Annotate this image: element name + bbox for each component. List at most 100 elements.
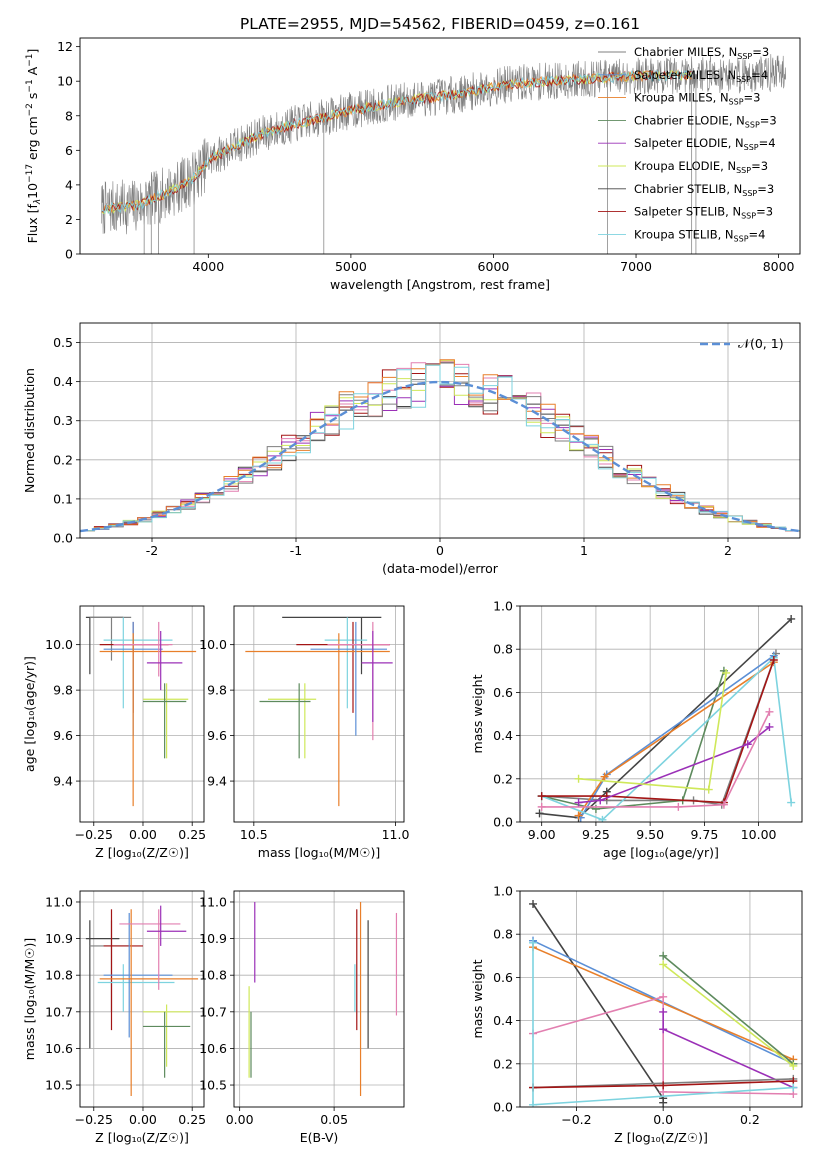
series-marker — [659, 1098, 668, 1107]
y-tick-label: 9.4 — [53, 774, 73, 789]
x-tick-label: 7000 — [620, 259, 652, 274]
series-marker — [674, 802, 683, 811]
series-marker — [574, 811, 583, 820]
series-line — [532, 995, 794, 1095]
panel-mass-vs-ebv: 0.00 0.05 10.5 10.6 10.7 10.8 10.9 11.0 E(B-V) — [199, 890, 405, 1145]
series-marker — [598, 815, 607, 822]
y-tick-label: 0.2 — [493, 771, 513, 786]
series-marker — [704, 785, 713, 794]
y-tick-label: 0.0 — [53, 531, 73, 546]
x-tick-label: 4000 — [192, 259, 224, 274]
x-axis-label: Z [log₁₀(Z/Z☉)] — [95, 845, 189, 860]
legend-entry: Salpeter STELIB, NSSP=3 — [634, 205, 773, 221]
series-line — [539, 618, 792, 819]
x-tick-label: −0.25 — [75, 827, 113, 842]
x-axis-label: age [log₁₀(age/yr)] — [603, 845, 719, 860]
plot-area — [80, 359, 800, 533]
y-tick-label: 6 — [65, 143, 73, 158]
series-marker — [719, 800, 728, 809]
y-tick-label: 10.0 — [45, 637, 73, 652]
plot-area — [101, 54, 786, 254]
x-tick-label: 0.2 — [740, 1112, 760, 1127]
series-marker — [537, 802, 546, 811]
y-tick-label: 0.8 — [493, 927, 513, 942]
series-marker — [529, 1100, 538, 1107]
series-line — [541, 659, 775, 804]
series-marker — [743, 740, 752, 749]
y-axis-label: mass weight — [470, 674, 485, 753]
axes-frame — [79, 605, 205, 823]
plot-area — [85, 616, 197, 807]
panel-mass-weight-vs-age: 9.00 9.25 9.50 9.75 10.00 0.0 0.2 0.4 0.6 0.8 1.0 a… — [470, 599, 803, 860]
x-axis-label: (data-model)/error — [382, 561, 499, 576]
x-tick-label: 0.00 — [129, 827, 157, 842]
y-tick-label: 10.7 — [45, 1004, 73, 1019]
y-tick-label: 9.8 — [53, 683, 73, 698]
legend: Chabrier MILES, NSSP=3 Salpeter MILES, NS… — [598, 45, 777, 243]
y-tick-label: 1.0 — [493, 599, 513, 614]
normal-curve — [80, 380, 800, 533]
x-tick-label: 9.75 — [690, 827, 718, 842]
plot-area — [85, 905, 199, 1097]
grid — [80, 891, 204, 1107]
x-tick-label: −0.2 — [561, 1112, 591, 1127]
axes-frame — [79, 322, 801, 539]
y-tick-label: 9.6 — [207, 728, 227, 743]
series-marker — [659, 1081, 668, 1090]
x-tick-label: 9.25 — [582, 827, 610, 842]
axes-frame — [79, 37, 801, 255]
grid — [520, 605, 802, 823]
x-tick-label: 0.00 — [129, 1112, 157, 1127]
series-marker — [659, 992, 668, 1001]
legend-entry: Salpeter ELODIE, NSSP=4 — [634, 136, 776, 152]
x-tick-label: 0.25 — [178, 827, 206, 842]
x-axis-label: mass [log₁₀(M/M☉)] — [258, 845, 380, 860]
x-tick-label: 5000 — [335, 259, 367, 274]
y-tick-label: 10.5 — [199, 1078, 227, 1093]
axes-frame — [519, 605, 803, 823]
panel-spectrum: 4000 5000 6000 7000 8000 0 2 4 6 8 10 12 wavelength … — [25, 37, 801, 292]
series-line — [541, 670, 725, 810]
y-tick-label: 0.4 — [53, 374, 73, 389]
y-tick-label: 0.6 — [493, 685, 513, 700]
series-marker — [787, 798, 796, 807]
series-marker — [659, 1025, 668, 1034]
series-line — [662, 963, 794, 1067]
series-marker — [789, 1083, 798, 1092]
axes-frame — [79, 890, 205, 1108]
axes-frame — [519, 890, 803, 1108]
y-axis-label: Normed distribution — [22, 368, 37, 493]
x-tick-label: −0.25 — [75, 1112, 113, 1127]
figure-title: PLATE=2955, MJD=54562, FIBERID=0459, z=0… — [240, 15, 640, 33]
series-line — [541, 653, 777, 806]
x-axis-label: Z [log₁₀(Z/Z☉)] — [614, 1130, 708, 1145]
x-tick-label: 10.00 — [741, 827, 777, 842]
y-tick-label: 0.2 — [493, 1056, 513, 1071]
y-axis-label: Flux [fλ10−17 erg cm−2 s−1 A−1] — [25, 49, 43, 244]
panel-age-vs-mass: 10.5 11.0 9.4 9.6 9.8 10.0 mass [log₁₀(M/M☉)] — [199, 605, 409, 860]
x-tick-label: -1 — [290, 543, 302, 558]
series-line — [541, 711, 771, 808]
legend-entry: Kroupa STELIB, NSSP=4 — [634, 227, 765, 243]
y-tick-label: 0.3 — [53, 413, 73, 428]
series-marker — [596, 796, 605, 805]
x-tick-label: 2 — [724, 543, 732, 558]
y-tick-label: 10.9 — [45, 931, 73, 946]
y-axis-label: mass weight — [470, 959, 485, 1038]
y-tick-label: 10.0 — [199, 637, 227, 652]
y-tick-label: 10.8 — [199, 968, 227, 983]
x-tick-label: 0.25 — [178, 1112, 206, 1127]
x-tick-label: 0.0 — [653, 1112, 673, 1127]
grid — [234, 891, 404, 1107]
y-tick-label: 0 — [65, 247, 73, 262]
series-marker — [765, 707, 774, 716]
y-tick-label: 12 — [57, 39, 73, 54]
y-tick-label: 0.6 — [493, 970, 513, 985]
x-tick-label: 0.05 — [320, 1112, 348, 1127]
x-tick-label: 0 — [436, 543, 444, 558]
y-tick-label: 0.2 — [53, 452, 73, 467]
series-marker — [659, 951, 668, 960]
y-tick-label: 0.5 — [53, 335, 73, 350]
y-tick-label: 10.7 — [199, 1004, 227, 1019]
